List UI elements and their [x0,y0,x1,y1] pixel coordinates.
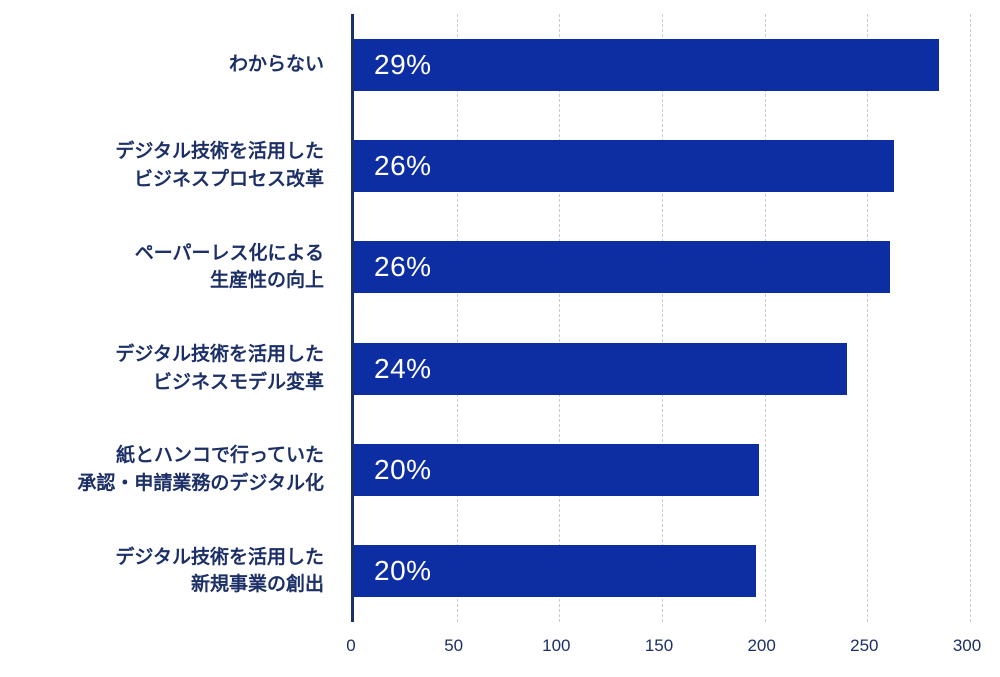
category-label: デジタル技術を活用した ビジネスモデル変革 [0,318,338,419]
x-tick-label: 250 [850,636,879,655]
x-tick-label: 0 [346,636,356,655]
category-label-line: ビジネスプロセス改革 [133,168,324,190]
category-label: デジタル技術を活用した 新規事業の創出 [0,521,338,622]
plot-area: 29% 26% 26% 24% 20% [351,14,971,622]
bar-value-label: 29% [374,48,432,80]
category-label: わからない [0,14,338,115]
x-tick-label: 100 [542,636,571,655]
category-label: ペーパーレス化による 生産性の向上 [0,217,338,318]
bar: 29% [354,38,940,91]
category-label-line: 紙とハンコで行っていた [115,445,324,467]
x-tick-label: 200 [747,636,776,655]
x-tick-label: 150 [644,636,674,655]
gridline [559,14,561,622]
bar-value-label: 26% [374,251,432,283]
category-label-line: デジタル技術を活用した [115,141,324,163]
gridline [867,14,869,622]
category-label-line: デジタル技術を活用した [115,546,324,568]
category-label-line: 承認・申請業務のデジタル化 [77,472,324,494]
bar-value-label: 20% [374,555,432,587]
bar-rows: 29% 26% 26% 24% 20% [354,14,970,622]
bar-row: 26% [354,217,970,318]
x-tick-label: 50 [444,636,464,655]
bar: 26% [354,241,890,294]
gridline [662,14,663,622]
category-label-line: 新規事業の創出 [190,574,324,596]
bar-value-label: 20% [374,453,432,485]
bar-value-label: 26% [374,149,432,181]
bar: 20% [354,545,757,598]
category-label-line: ペーパーレス化による [134,242,324,264]
gridline [456,14,458,622]
bar-row: 24% [354,318,970,419]
gridline [764,14,766,622]
x-tick-label: 300 [952,636,982,655]
category-label-line: 生産性の向上 [209,270,324,292]
category-label-line: わからない [228,53,324,75]
category-label: 紙とハンコで行っていた 承認・申請業務のデジタル化 [0,419,338,520]
bar-row: 20% [354,521,970,622]
bar: 24% [354,342,847,395]
category-labels-column: わからない デジタル技術を活用した ビジネスプロセス改革 ペーパーレス化による … [0,14,338,622]
bar-row: 20% [354,419,970,520]
bar: 26% [354,139,895,192]
bar: 20% [354,443,759,496]
bar-value-label: 24% [374,352,432,384]
bar-row: 26% [354,115,970,216]
category-label-line: デジタル技術を活用した [115,344,324,366]
x-axis: 0 50 100 150 200 250 300 [346,636,981,664]
bar-row: 29% [354,14,970,115]
gridline [970,14,971,622]
category-label-line: ビジネスモデル変革 [152,371,324,393]
category-label: デジタル技術を活用した ビジネスプロセス改革 [0,115,338,216]
